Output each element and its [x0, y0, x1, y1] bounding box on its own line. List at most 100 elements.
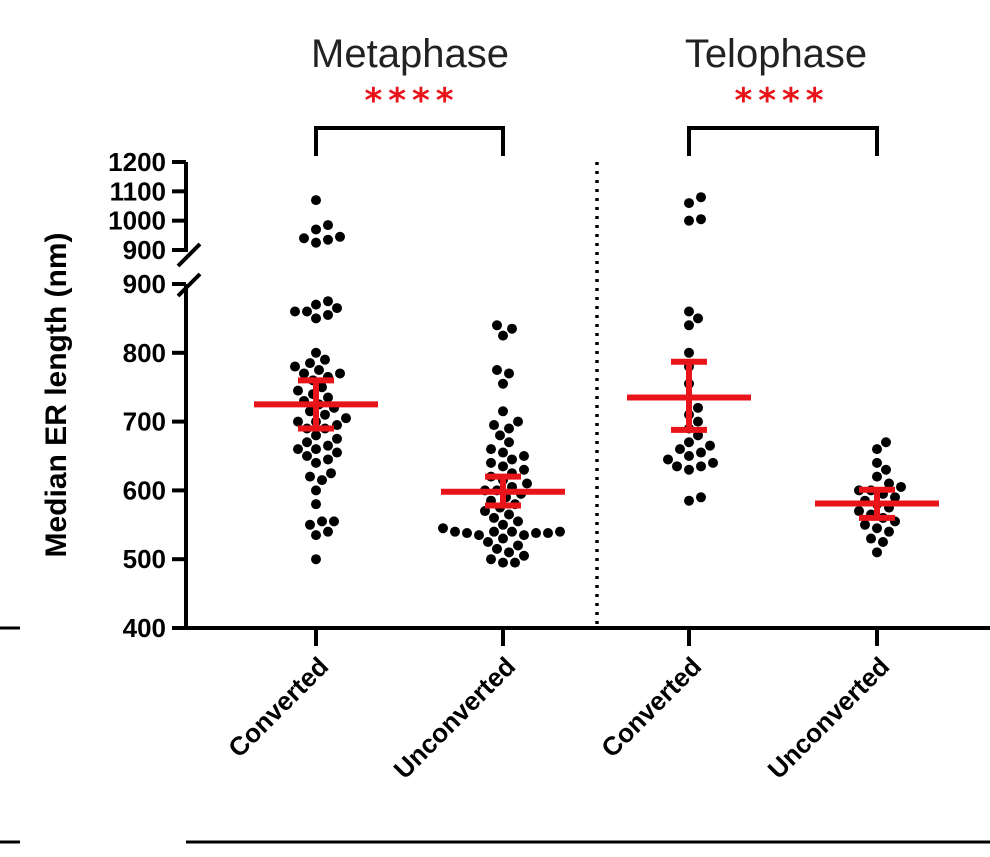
data-point [504, 368, 514, 379]
data-point [323, 440, 333, 451]
y-tick-label: 700 [123, 407, 166, 437]
data-point [507, 526, 517, 537]
data-point [519, 451, 529, 461]
data-point [498, 378, 508, 389]
data-point [498, 533, 508, 544]
data-point [293, 416, 303, 427]
data-point [696, 461, 706, 472]
data-point [323, 526, 333, 537]
data-point [320, 354, 330, 365]
data-point [693, 313, 703, 324]
data-point [450, 526, 460, 537]
x-category-label: Converted [595, 651, 707, 763]
data-point [684, 495, 694, 506]
data-point [317, 475, 327, 486]
data-point [323, 309, 333, 320]
data-point [311, 485, 321, 496]
data-point [507, 454, 517, 465]
data-point [305, 471, 315, 482]
data-point [510, 557, 520, 568]
data-point [684, 198, 694, 209]
data-point [675, 444, 685, 455]
data-point [896, 481, 906, 492]
data-point [519, 550, 529, 561]
data-point [513, 540, 523, 551]
data-point [293, 444, 303, 455]
data-point [290, 361, 300, 372]
data-point [474, 530, 484, 541]
data-point [299, 368, 309, 379]
data-point [693, 430, 703, 441]
significance-stars-metaphase: **** [364, 81, 459, 121]
data-point [872, 457, 882, 468]
data-point [854, 506, 864, 517]
data-point [693, 416, 703, 427]
x-category-label: Converted [222, 651, 334, 763]
data-point [498, 519, 508, 530]
data-point [492, 365, 502, 375]
data-point [884, 526, 894, 537]
data-point [504, 423, 514, 434]
y-tick-label-upper: 1200 [108, 147, 166, 177]
data-point [311, 224, 321, 235]
axis-break-mark-upper [176, 242, 202, 268]
data-point [684, 215, 694, 226]
data-point [489, 526, 499, 537]
data-point [504, 547, 514, 558]
data-point [489, 512, 499, 523]
data-point [543, 528, 553, 539]
data-point [290, 306, 300, 317]
data-point [323, 296, 333, 307]
data-point [299, 233, 309, 244]
data-point [504, 437, 514, 448]
data-point [332, 303, 342, 314]
data-point [483, 537, 493, 547]
data-point [507, 323, 517, 334]
data-point [519, 530, 529, 541]
data-point [320, 409, 330, 420]
data-point [504, 509, 514, 520]
data-point [311, 237, 321, 248]
data-point [314, 365, 324, 375]
data-point [332, 420, 342, 431]
data-point [323, 454, 333, 465]
data-point [311, 347, 321, 358]
data-point [872, 471, 882, 482]
data-point [684, 347, 694, 358]
x-category-label: Unconverted [388, 651, 522, 785]
data-point [311, 195, 321, 206]
x-ticks: Converted Unconverted Converted Unconverted [222, 628, 895, 785]
data-point [495, 430, 505, 441]
data-point [332, 433, 342, 444]
data-point [693, 402, 703, 413]
data-point [878, 537, 888, 547]
data-point [329, 516, 339, 527]
data-point [323, 234, 333, 245]
y-tick-label: 600 [123, 475, 166, 505]
data-point [305, 519, 315, 530]
data-point [696, 492, 706, 503]
data-point [341, 413, 351, 424]
significance-bracket-telophase [687, 126, 879, 156]
data-point [498, 330, 508, 341]
data-point [498, 447, 508, 458]
data-point [486, 444, 496, 455]
data-point [480, 506, 490, 517]
x-category-label: Unconverted [762, 651, 896, 785]
data-point [872, 444, 882, 455]
data-point [498, 406, 508, 417]
data-point [335, 231, 345, 242]
data-point [311, 499, 321, 510]
data-point [332, 447, 342, 458]
data-point [705, 440, 715, 451]
group-titles: Metaphase Telophase **** **** [311, 32, 867, 121]
data-point [684, 306, 694, 317]
data-point [708, 457, 718, 468]
data-point [305, 406, 315, 417]
data-point [311, 530, 321, 541]
data-point [860, 519, 870, 530]
data-point [696, 214, 706, 225]
mean-and-error-bars [254, 358, 939, 521]
y-tick-label: 500 [123, 544, 166, 574]
